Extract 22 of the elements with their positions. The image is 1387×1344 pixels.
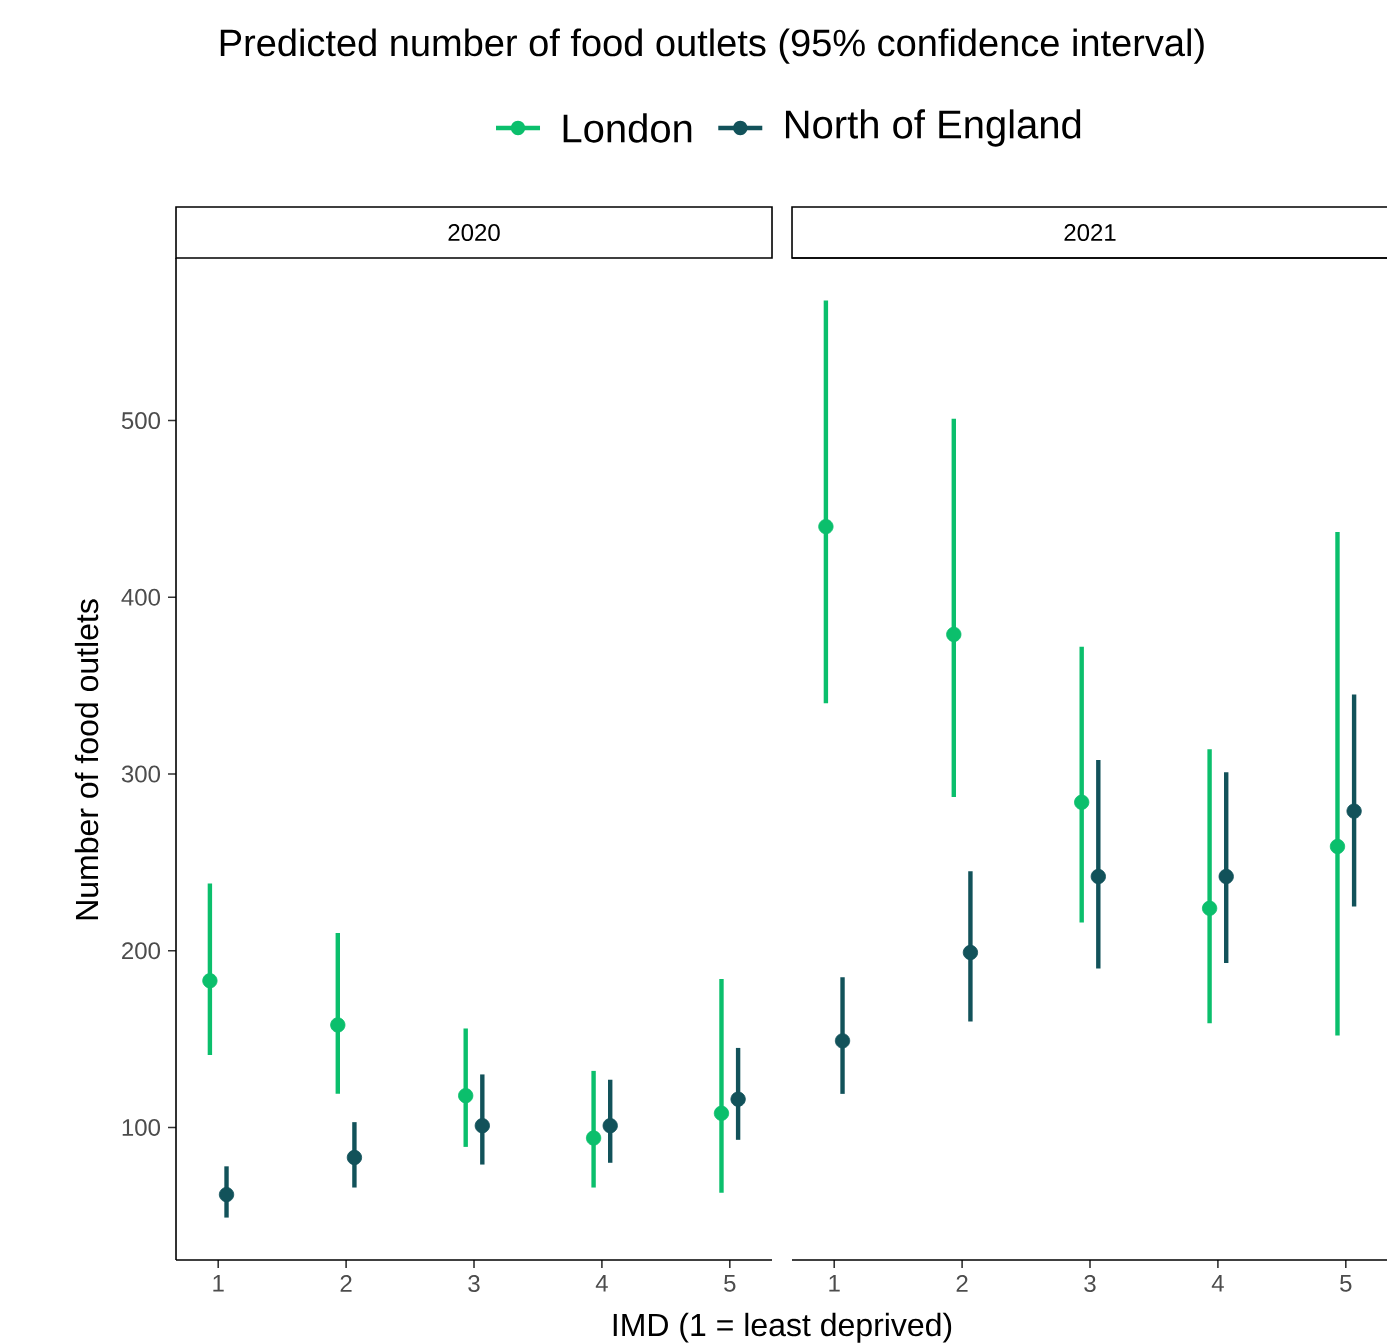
y-tick-label: 100 [122,1118,161,1136]
legend-label: North of England [785,109,1081,147]
x-tick-label: 1 [829,1275,840,1292]
y-tick-label: 400 [121,588,161,606]
y-tick-label: 200 [122,942,161,960]
y-tick-label: 500 [121,412,161,430]
x-axis-title: IMD (1 = least deprived) [613,1312,952,1343]
chart-title: Predicted number of food outlets (95% confidence interval) [220,28,1204,64]
y-axis-title: Number of food outlets [74,599,99,920]
x-tick-label: 5 [1340,1275,1352,1292]
x-tick-label: 3 [1084,1275,1096,1293]
x-tick-label: 5 [724,1275,736,1292]
y-tick-label: 300 [121,765,161,783]
chart-subtitle: 2021 [1064,224,1116,242]
x-tick-label: 4 [595,1275,608,1292]
x-tick-label: 2 [340,1275,352,1292]
legend-label: London [563,113,692,143]
x-tick-label: 2 [956,1275,968,1292]
x-tick-label: 3 [468,1275,480,1293]
x-tick-label: 1 [213,1275,224,1292]
chart-subtitle: 2020 [448,224,500,242]
x-tick-label: 4 [1211,1275,1224,1292]
